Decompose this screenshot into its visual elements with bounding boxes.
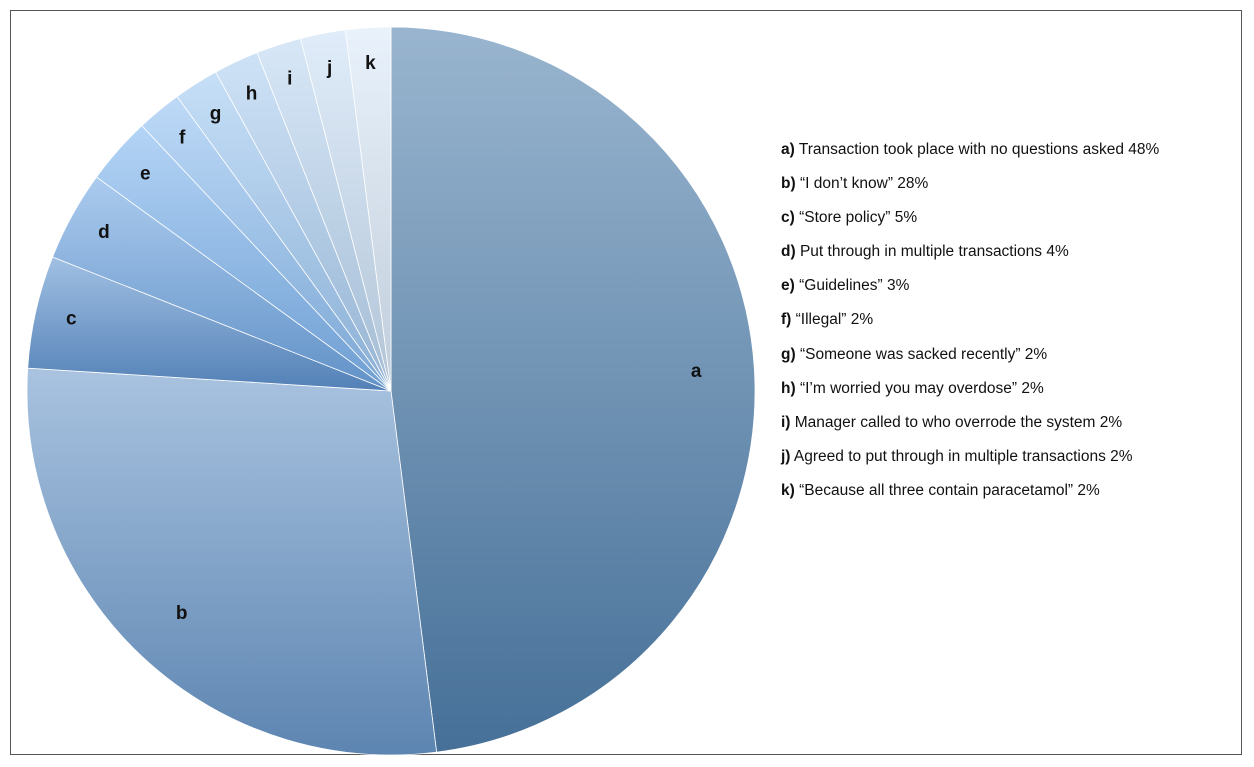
legend-item-a: a) Transaction took place with no questi… xyxy=(781,139,1251,173)
legend-key: c) xyxy=(781,209,795,227)
pie-slice-k xyxy=(344,26,392,392)
legend-item-g: g) “Someone was sacked recently” 2% xyxy=(781,344,1251,378)
legend-value: 28% xyxy=(897,175,929,193)
legend-value: 3% xyxy=(886,277,910,295)
legend-label: “I don’t know” xyxy=(795,175,898,193)
legend-value: 48% xyxy=(1128,141,1160,158)
legend-value: 2% xyxy=(850,311,874,329)
legend-value: 2% xyxy=(1110,447,1133,465)
legend-label: Manager called to who overrode the syste… xyxy=(790,413,1100,431)
chart-frame: a b c d e f g h i j k a) Transaction took place wi… xyxy=(10,10,1242,756)
slice-label-g: g xyxy=(210,103,222,124)
legend-key: j) xyxy=(781,447,791,465)
legend-label: “Guidelines” xyxy=(794,277,887,295)
slice-label-h: h xyxy=(246,84,258,105)
legend-label: “I’m worried you may overdose” xyxy=(795,379,1022,397)
slice-label-e: e xyxy=(140,163,151,184)
legend-item-k: k) “Because all three contain paracetamo… xyxy=(781,480,1251,514)
slice-label-k: k xyxy=(365,53,376,74)
slice-label-i: i xyxy=(287,68,292,89)
legend-label: Agreed to put through in multiple transa… xyxy=(790,447,1111,465)
legend-key: i) xyxy=(781,413,791,431)
pie-slice-b xyxy=(26,367,438,756)
legend-key: g) xyxy=(781,345,796,363)
legend-item-f: f) “Illegal” 2% xyxy=(781,309,1251,343)
legend-key: e) xyxy=(781,277,795,295)
legend-label: “Someone was sacked recently” xyxy=(795,345,1025,363)
legend-key: k) xyxy=(781,481,795,499)
slice-label-j: j xyxy=(326,58,332,79)
legend-value: 5% xyxy=(894,209,918,227)
legend-item-b: b) “I don’t know” 28% xyxy=(781,173,1251,207)
legend-value: 2% xyxy=(1024,345,1048,363)
legend-item-d: d) Put through in multiple transactions … xyxy=(781,241,1251,275)
legend-item-j: j) Agreed to put through in multiple tra… xyxy=(781,446,1251,480)
legend-value: 4% xyxy=(1046,243,1069,261)
legend-item-c: c) “Store policy” 5% xyxy=(781,207,1251,241)
pie-chart: a b c d e f g h i j k xyxy=(26,26,756,756)
legend-value: 2% xyxy=(1099,413,1123,431)
legend-item-i: i) Manager called to who overrode the sy… xyxy=(781,412,1251,446)
legend-label: “Illegal” xyxy=(791,311,851,329)
legend-item-e: e) “Guidelines” 3% xyxy=(781,275,1251,309)
legend-value: 2% xyxy=(1021,379,1044,397)
slice-label-f: f xyxy=(179,128,186,149)
slice-label-a: a xyxy=(691,361,702,382)
legend-label: Put through in multiple transactions xyxy=(795,243,1047,261)
slice-label-b: b xyxy=(176,603,188,624)
pie-slice-a xyxy=(390,26,756,753)
legend-key: b) xyxy=(781,175,796,193)
legend-key: h) xyxy=(781,379,796,397)
legend-item-h: h) “I’m worried you may overdose” 2% xyxy=(781,378,1251,412)
legend-key: a) xyxy=(781,141,795,158)
legend-label: “Store policy” xyxy=(794,209,895,227)
legend-key: d) xyxy=(781,243,796,261)
legend-label: Transaction took place with no questions… xyxy=(794,141,1129,158)
legend-key: f) xyxy=(781,311,792,329)
legend-value: 2% xyxy=(1077,481,1100,499)
legend: a) Transaction took place with no questi… xyxy=(781,139,1251,514)
legend-label: “Because all three contain paracetamol” xyxy=(794,481,1078,499)
slice-label-d: d xyxy=(98,222,110,243)
slice-label-c: c xyxy=(66,309,77,330)
